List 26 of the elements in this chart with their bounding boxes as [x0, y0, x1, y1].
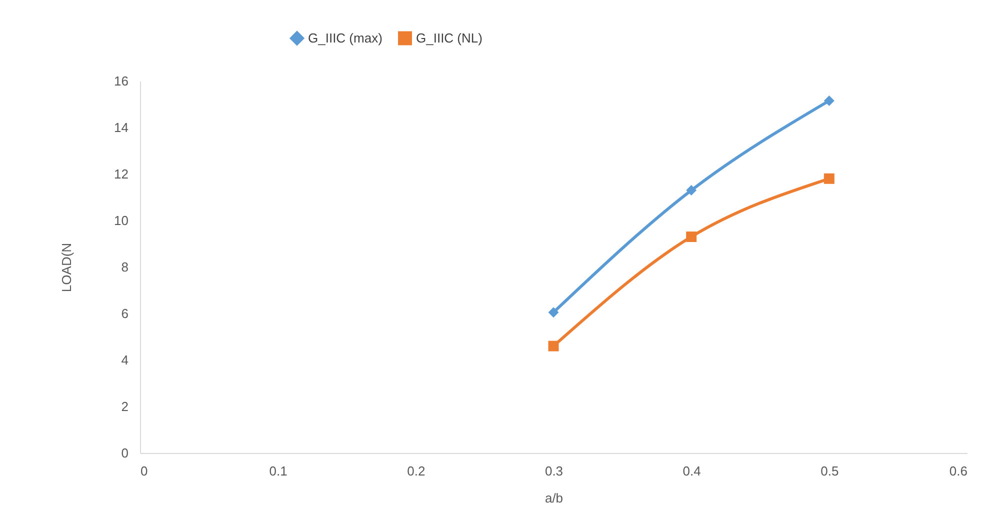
point — [686, 185, 697, 196]
x-tick-label: 0.2 — [407, 464, 426, 478]
point — [824, 96, 834, 106]
x-tick-label: 0.5 — [820, 464, 839, 478]
x-axis-title: a/b — [544, 490, 564, 506]
x-tick-label: 0.3 — [544, 464, 564, 478]
x-tick-label: 0.1 — [269, 464, 288, 478]
y-tick-label: 2 — [121, 399, 128, 414]
y-tick-label: 6 — [121, 306, 128, 321]
point — [548, 307, 559, 318]
y-tick-label: 12 — [114, 166, 128, 182]
y-axis-title: LOAD(N — [59, 242, 74, 292]
x-tick-label: 0.4 — [682, 464, 701, 478]
legend-label: G_IIIC (max) — [308, 30, 382, 46]
y-tick-label: 0 — [121, 446, 128, 460]
point — [824, 173, 834, 184]
legend-label: G_IIIC (NL) — [416, 30, 482, 46]
y-tick-label: 10 — [114, 213, 128, 228]
y-tick-label: 4 — [121, 352, 128, 368]
y-tick-label: 14 — [114, 120, 128, 135]
x-tick-label: 0.6 — [949, 464, 968, 478]
point — [686, 232, 697, 242]
point — [548, 340, 559, 352]
y-tick-label: 8 — [121, 260, 128, 274]
y-tick-label: 16 — [114, 74, 128, 88]
x-tick-label: 0 — [140, 464, 148, 478]
